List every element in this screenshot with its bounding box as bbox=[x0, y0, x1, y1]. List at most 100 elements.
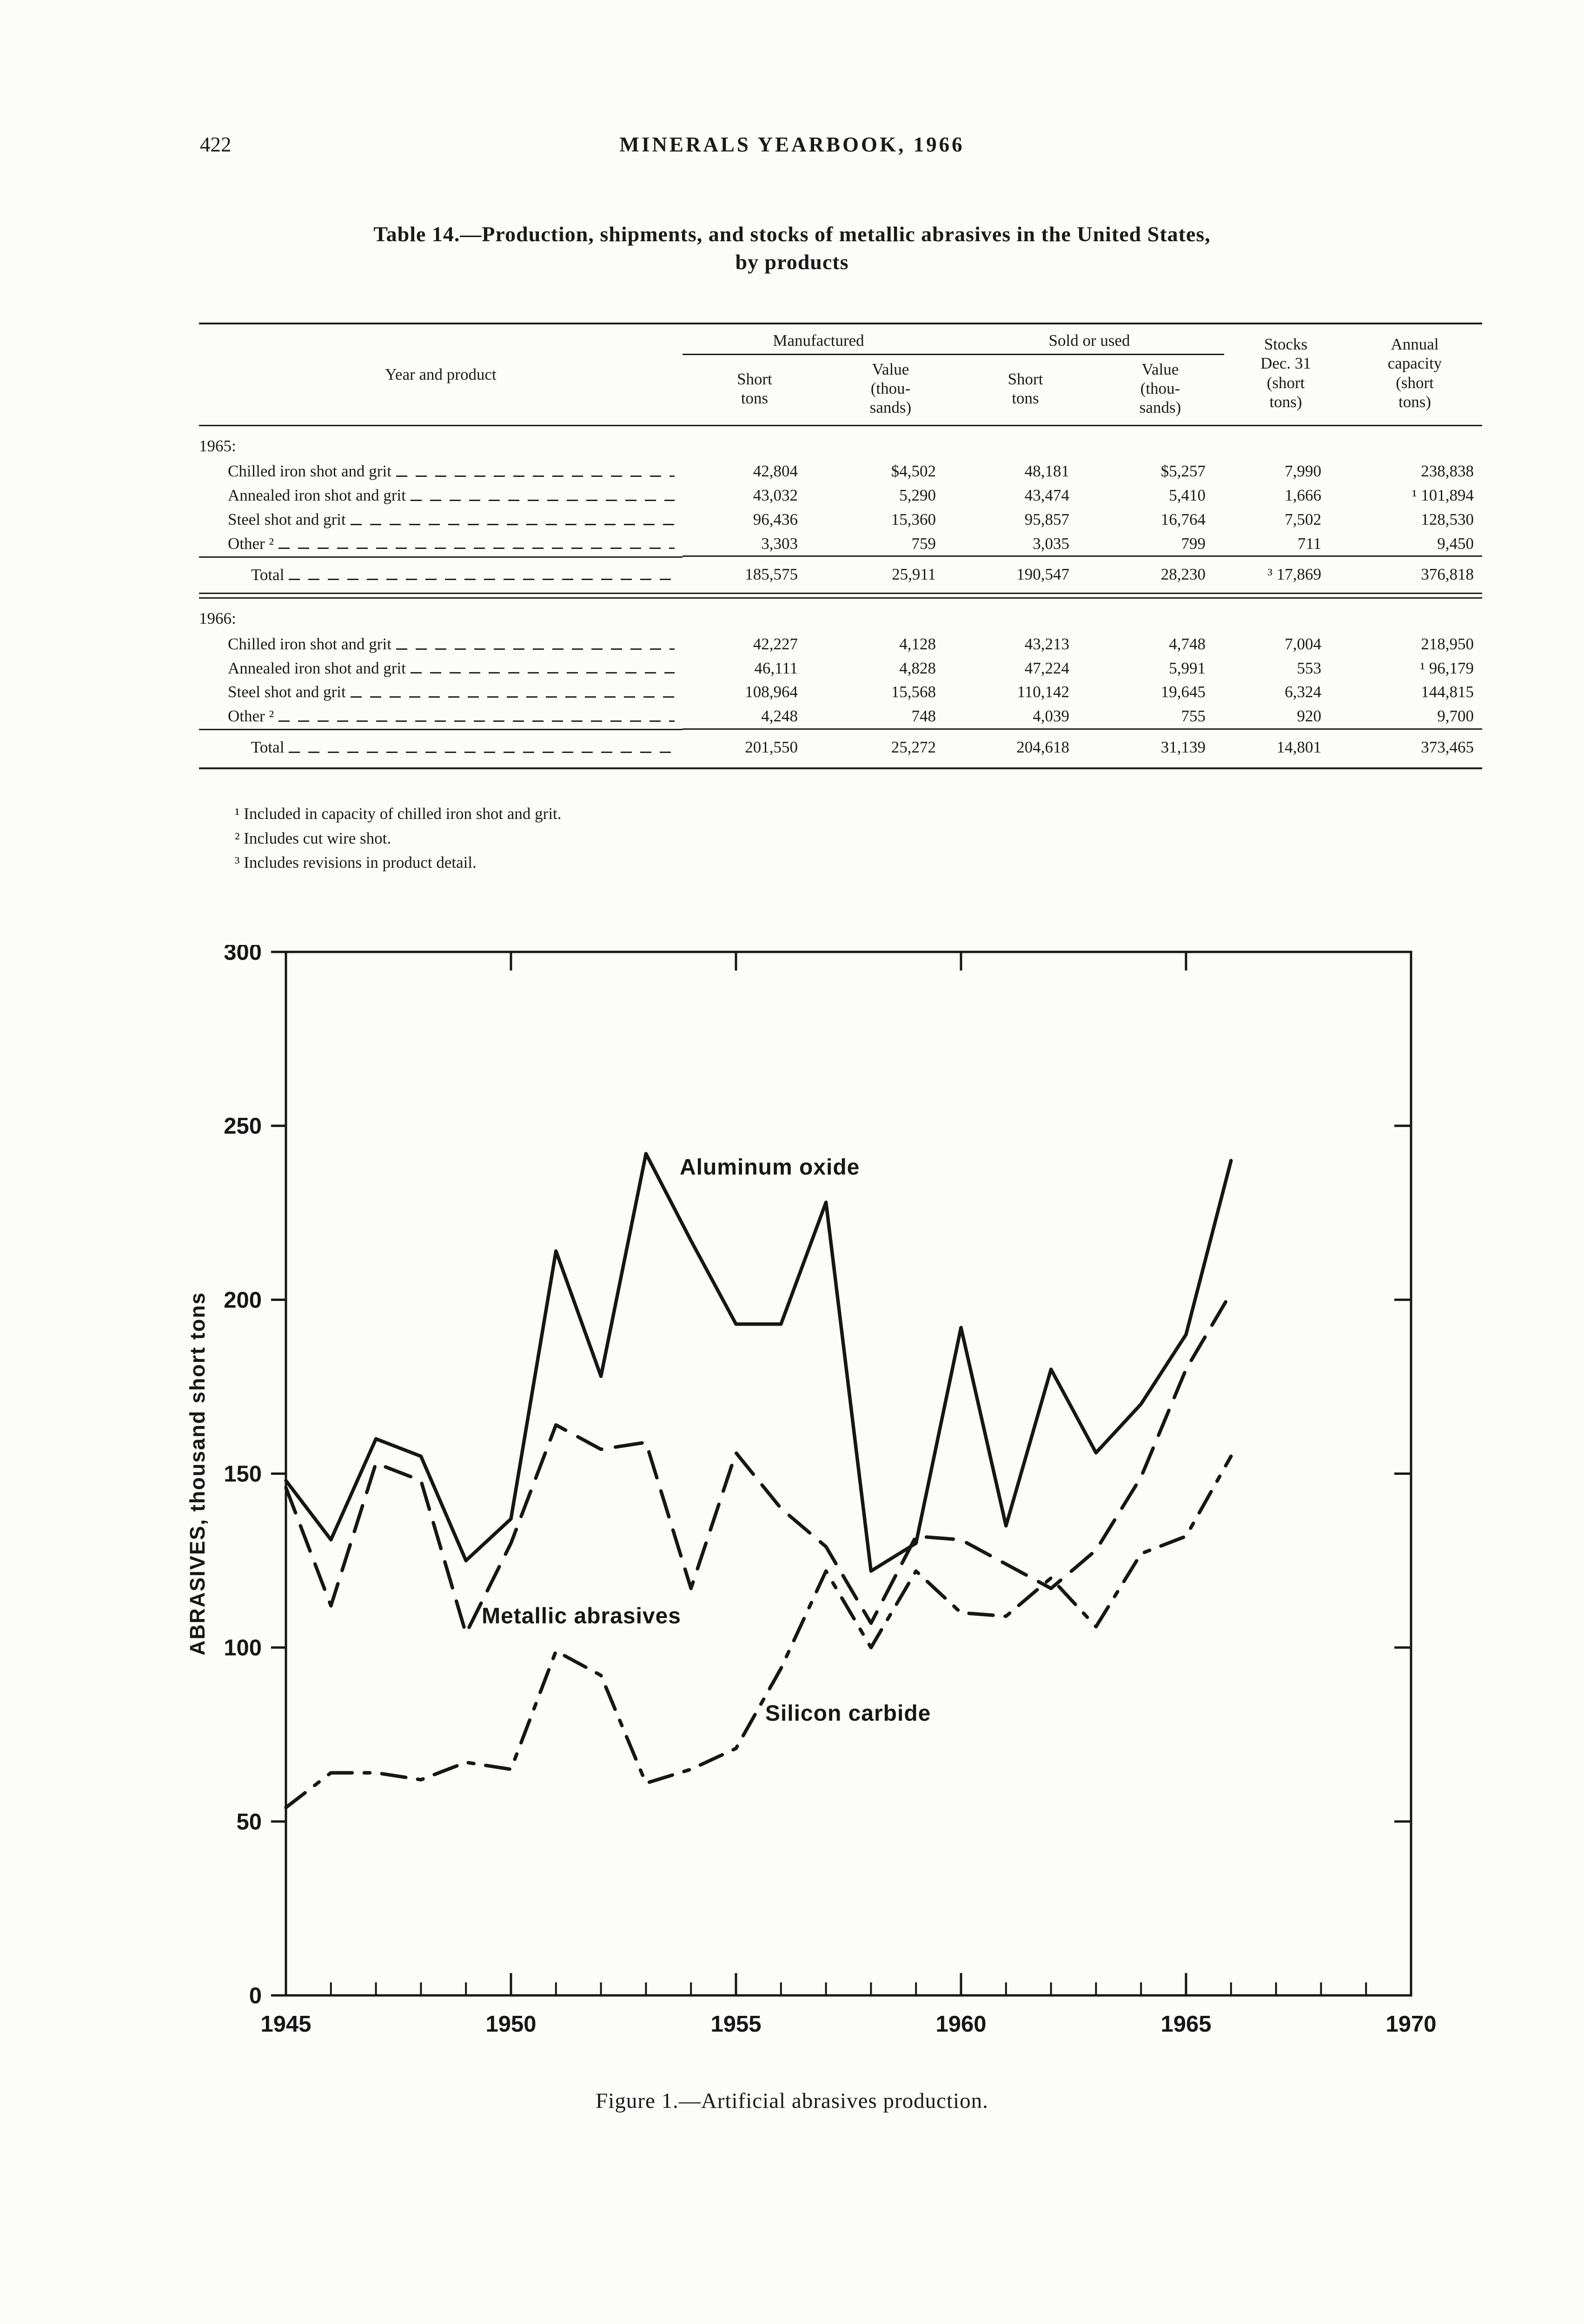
stocks-cell: 1,666 bbox=[1285, 486, 1322, 505]
abrasives-chart: 1945 1950 1955 1960 1965 1970 0 50 100 150 200 250 3… bbox=[186, 945, 1437, 2037]
series-aluminum-oxide bbox=[284, 1151, 1233, 1573]
sold-tons-cell: 190,547 bbox=[954, 555, 1097, 594]
dotted-leader bbox=[350, 696, 675, 698]
y-tick-label: 200 bbox=[224, 1287, 262, 1313]
col-header-sold-value: Value (thou- sands) bbox=[1096, 354, 1225, 426]
x-tick-label: 1965 bbox=[1160, 2012, 1211, 2037]
y-tick-label: 250 bbox=[224, 1114, 262, 1139]
dotted-leader bbox=[278, 720, 675, 722]
mfd-value-cell: 748 bbox=[911, 707, 936, 726]
sold-tons-cell: 204,618 bbox=[954, 728, 1097, 769]
sold-value-cell: 31,139 bbox=[1096, 728, 1225, 769]
stocks-cell: 14,801 bbox=[1224, 728, 1348, 769]
sold-value-cell: 28,230 bbox=[1096, 555, 1225, 594]
sold-tons-cell: 47,224 bbox=[1024, 659, 1070, 677]
mfd-tons-cell: 46,111 bbox=[754, 659, 798, 677]
mfd-value-cell: 4,128 bbox=[899, 635, 936, 654]
sold-value-cell: 5,410 bbox=[1169, 486, 1206, 505]
dotted-leader bbox=[396, 475, 675, 477]
product-cell: Other ² bbox=[199, 704, 683, 728]
capacity-cell: 238,838 bbox=[1421, 462, 1474, 481]
capacity-cell: ¹ 96,179 bbox=[1420, 659, 1474, 677]
capacity-cell: 128,530 bbox=[1421, 510, 1474, 528]
year-row-1966: 1966: bbox=[199, 598, 1482, 632]
sold-value-cell: 19,645 bbox=[1160, 683, 1206, 701]
mfd-tons-cell: 4,248 bbox=[761, 707, 798, 726]
figure-1: 1945 1950 1955 1960 1965 1970 0 50 100 150 200 250 3… bbox=[0, 945, 1584, 2113]
capacity-cell: 144,815 bbox=[1421, 683, 1474, 701]
figure-caption: Figure 1.—Artificial abrasives productio… bbox=[596, 2088, 988, 2113]
mfd-value-cell: 25,272 bbox=[827, 728, 955, 769]
product-cell: Other ² bbox=[199, 532, 683, 556]
stocks-cell: 553 bbox=[1297, 659, 1322, 677]
product-cell: Steel shot and grit bbox=[199, 508, 683, 532]
footnote: ¹ Included in capacity of chilled iron s… bbox=[235, 805, 562, 823]
col-group-sold-or-used: Sold or used bbox=[954, 323, 1225, 355]
col-header-mfd-value: Value (thou- sands) bbox=[827, 354, 955, 426]
footnote: ³ Includes revisions in product detail. bbox=[235, 853, 477, 872]
plot-frame bbox=[285, 951, 1412, 1997]
year-row-1965: 1965: bbox=[199, 425, 1482, 459]
stocks-cell: ³ 17,869 bbox=[1224, 555, 1348, 594]
mfd-value-cell: 15,568 bbox=[891, 683, 936, 701]
page: 422 MINERALS YEARBOOK, 1966 Table 14.—Pr… bbox=[0, 132, 1584, 2113]
col-header-mfd-short-tons: Short tons bbox=[683, 354, 827, 426]
stocks-cell: 7,990 bbox=[1285, 462, 1322, 481]
y-tick-label: 300 bbox=[224, 945, 262, 965]
double-rule bbox=[199, 593, 1483, 599]
dotted-leader bbox=[289, 579, 675, 581]
col-header-annual-capacity: Annual capacity (short tons) bbox=[1347, 323, 1483, 426]
footnote: ² Includes cut wire shot. bbox=[235, 829, 391, 847]
col-header-year-product: Year and product bbox=[199, 323, 683, 426]
dotted-leader bbox=[410, 672, 675, 674]
year-label: 1965: bbox=[199, 436, 236, 455]
table-row: Annealed iron shot and grit 46,111 4,828… bbox=[199, 656, 1482, 680]
mfd-tons-cell: 3,303 bbox=[761, 534, 798, 553]
x-tick-label: 1950 bbox=[485, 2012, 536, 2037]
sold-value-cell: 755 bbox=[1181, 707, 1206, 726]
table-header: Year and product Manufactured Sold or us… bbox=[199, 323, 1483, 426]
sold-tons-cell: 3,035 bbox=[1033, 534, 1070, 553]
dotted-leader bbox=[278, 548, 675, 549]
table-row: Other ² 3,303 759 3,035 799 711 9,450 bbox=[199, 532, 1482, 556]
product-cell: Chilled iron shot and grit bbox=[199, 459, 683, 483]
product-cell: Annealed iron shot and grit bbox=[199, 483, 683, 508]
total-row-1965: Total 185,575 25,911 190,547 28,230 ³ 17… bbox=[199, 555, 1483, 594]
running-head: 422 MINERALS YEARBOOK, 1966 bbox=[0, 132, 1584, 162]
total-row-1966: Total 201,550 25,272 204,618 31,139 14,8… bbox=[199, 728, 1483, 769]
dotted-leader bbox=[289, 752, 675, 753]
sold-value-cell: 5,991 bbox=[1169, 659, 1206, 677]
sold-value-cell: $5,257 bbox=[1160, 462, 1206, 481]
y-tick-label: 100 bbox=[224, 1635, 262, 1660]
sold-value-cell: 4,748 bbox=[1169, 635, 1206, 654]
col-group-manufactured: Manufactured bbox=[683, 323, 955, 355]
dotted-leader bbox=[410, 499, 675, 501]
mfd-value-cell: 5,290 bbox=[899, 486, 936, 505]
table-title: Table 14.—Production, shipments, and sto… bbox=[0, 220, 1584, 276]
stocks-cell: 7,004 bbox=[1285, 635, 1322, 654]
mfd-tons-cell: 201,550 bbox=[683, 728, 827, 769]
y-tick-label: 150 bbox=[224, 1461, 262, 1486]
stocks-cell: 6,324 bbox=[1285, 683, 1322, 701]
total-label-cell: Total bbox=[199, 729, 683, 767]
table-row: Other ² 4,248 748 4,039 755 920 9,700 bbox=[199, 704, 1482, 729]
table-row: Chilled iron shot and grit 42,227 4,128 … bbox=[199, 632, 1482, 656]
footnotes: ¹ Included in capacity of chilled iron s… bbox=[235, 802, 1584, 875]
mfd-value-cell: 15,360 bbox=[891, 510, 936, 528]
sold-tons-cell: 95,857 bbox=[1024, 510, 1070, 528]
sold-value-cell: 16,764 bbox=[1160, 510, 1206, 528]
product-cell: Chilled iron shot and grit bbox=[199, 632, 683, 656]
mfd-tons-cell: 96,436 bbox=[753, 510, 798, 528]
product-cell: Steel shot and grit bbox=[199, 680, 683, 704]
y-tick-label: 0 bbox=[249, 1983, 262, 2008]
sold-tons-cell: 43,474 bbox=[1024, 486, 1070, 505]
col-header-stocks: Stocks Dec. 31 (short tons) bbox=[1224, 323, 1348, 426]
mfd-value-cell: 4,828 bbox=[899, 659, 936, 677]
sold-tons-cell: 43,213 bbox=[1024, 635, 1070, 654]
mfd-tons-cell: 42,804 bbox=[753, 462, 798, 481]
stocks-cell: 7,502 bbox=[1285, 510, 1322, 528]
capacity-cell: ¹ 101,894 bbox=[1412, 486, 1474, 505]
x-tick-label: 1970 bbox=[1385, 2012, 1436, 2037]
mfd-tons-cell: 185,575 bbox=[683, 555, 827, 594]
capacity-cell: 218,950 bbox=[1421, 635, 1474, 654]
